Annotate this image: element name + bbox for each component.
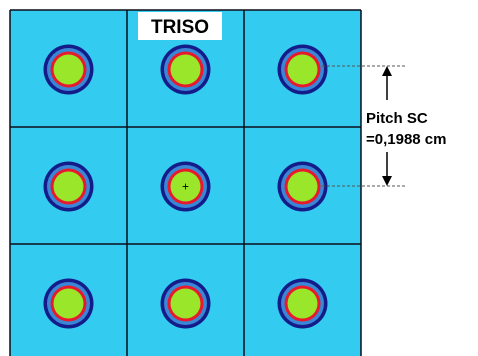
kernel [53,288,84,319]
kernel [287,288,318,319]
pitch-arrow-down-icon [382,176,392,186]
triso-particle [277,44,328,95]
title-box [138,12,222,40]
triso-particle [160,278,211,329]
kernel [170,288,201,319]
triso-particle [43,278,94,329]
triso-particle [160,161,211,212]
kernel [53,171,84,202]
center-marker: + [182,180,189,194]
kernel [53,54,84,85]
triso-particle [277,161,328,212]
kernel [170,54,201,85]
triso-particles: + [43,44,328,329]
triso-particle [43,44,94,95]
triso-particle [160,44,211,95]
diagram-title: TRISO [151,17,209,38]
pitch-arrow-up-icon [382,66,392,76]
kernel [287,171,318,202]
pitch-label-line2: =0,1988 cm [366,131,447,148]
grid-lines [9,9,362,356]
pitch-label-line1: Pitch SC [366,110,428,127]
triso-particle [43,161,94,212]
triso-particle [277,278,328,329]
kernel [287,54,318,85]
kernel [170,171,201,202]
